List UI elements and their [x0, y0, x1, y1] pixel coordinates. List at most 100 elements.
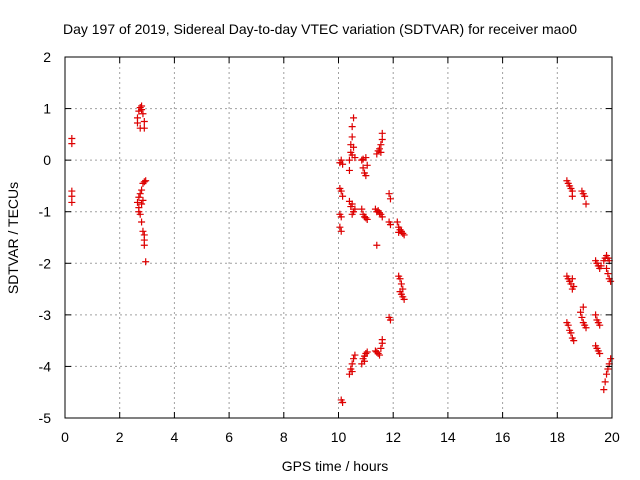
data-point [140, 241, 148, 249]
x-tick-label: 4 [171, 429, 179, 445]
data-point [359, 155, 367, 163]
data-point [68, 140, 76, 148]
y-tick-label: -1 [39, 204, 52, 220]
data-point [348, 133, 356, 141]
data-point [363, 161, 371, 169]
x-tick-label: 20 [604, 429, 620, 445]
x-tick-label: 6 [225, 429, 233, 445]
data-point [592, 311, 600, 319]
data-point [603, 370, 611, 378]
data-point [362, 172, 370, 180]
data-point [337, 187, 345, 195]
data-point [570, 337, 578, 345]
data-point [138, 218, 146, 226]
data-point [378, 136, 386, 144]
y-tick-label: 1 [43, 101, 51, 117]
data-point [582, 200, 590, 208]
data-point [363, 215, 371, 223]
data-point [351, 154, 359, 162]
data-point [339, 192, 347, 200]
data-point [386, 221, 394, 229]
data-point [396, 288, 404, 296]
data-point [348, 200, 356, 208]
data-point [350, 114, 358, 122]
x-tick-label: 14 [440, 429, 456, 445]
data-point [377, 148, 385, 156]
x-tick-label: 8 [280, 429, 288, 445]
data-point [140, 117, 148, 125]
x-tick-label: 16 [495, 429, 511, 445]
data-point [607, 355, 615, 363]
x-tick-label: 2 [116, 429, 124, 445]
data-point [140, 124, 148, 132]
data-point [373, 241, 381, 249]
data-point [570, 282, 578, 290]
data-point [345, 156, 353, 164]
data-point [568, 275, 576, 283]
data-point [139, 227, 147, 235]
y-tick-label: -5 [39, 410, 52, 426]
data-point [362, 214, 370, 222]
data-point [138, 102, 146, 110]
data-point [400, 231, 408, 239]
data-point [579, 303, 587, 311]
data-point [336, 223, 344, 231]
data-points [68, 102, 615, 407]
data-point [376, 145, 384, 153]
data-point [385, 190, 393, 198]
data-point [358, 156, 366, 164]
data-point [603, 264, 611, 272]
data-point [350, 355, 358, 363]
data-point [348, 360, 356, 368]
data-point [374, 350, 382, 358]
data-point [397, 280, 405, 288]
data-point [376, 351, 384, 359]
y-axis-ticks: -5 -4 -3 -2 -1 0 1 2 [39, 49, 612, 426]
data-point [386, 316, 394, 324]
data-point [140, 178, 148, 186]
data-point [133, 119, 141, 127]
data-point [378, 213, 386, 221]
data-point [360, 357, 368, 365]
data-point [139, 110, 147, 118]
x-tick-label: 10 [331, 429, 347, 445]
data-point [377, 141, 385, 149]
data-point [596, 321, 604, 329]
data-point [135, 193, 143, 201]
data-point [133, 198, 141, 206]
data-point [567, 329, 575, 337]
data-point [376, 209, 384, 217]
chart-title: Day 197 of 2019, Sidereal Day-to-day VTE… [63, 21, 577, 37]
data-point [68, 198, 76, 206]
data-point [348, 368, 356, 376]
data-point [138, 200, 146, 208]
data-point [582, 324, 590, 332]
data-point [378, 129, 386, 137]
data-point [377, 344, 385, 352]
data-point [363, 348, 371, 356]
data-point [358, 205, 366, 213]
y-tick-label: -4 [39, 358, 52, 374]
data-point [578, 313, 586, 321]
data-point [142, 258, 150, 266]
x-axis-ticks: 0 2 4 6 8 10 12 14 16 18 20 [61, 57, 620, 445]
data-point [597, 262, 605, 270]
data-point [607, 277, 615, 285]
data-point [345, 166, 353, 174]
data-point [348, 210, 356, 218]
data-point [601, 378, 609, 386]
data-point [139, 196, 147, 204]
data-point [348, 123, 356, 131]
data-point [351, 205, 359, 213]
data-point [604, 270, 612, 278]
y-tick-label: -3 [39, 307, 52, 323]
data-point [138, 186, 146, 194]
data-point [378, 336, 386, 344]
data-point [339, 399, 347, 407]
y-tick-label: -2 [39, 255, 52, 271]
y-tick-label: 0 [43, 152, 51, 168]
data-point [339, 160, 347, 168]
x-tick-label: 0 [61, 429, 69, 445]
data-point [581, 192, 589, 200]
